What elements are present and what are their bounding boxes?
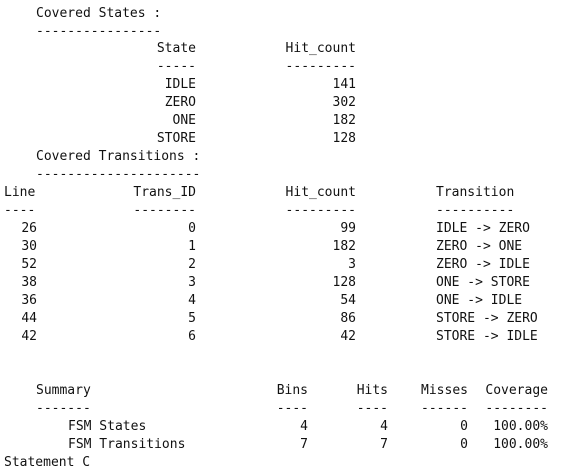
transition-hit-count: 54 (340, 293, 356, 308)
hit-count-column-header: Hit_count (285, 41, 356, 56)
states-heading: Covered States : (36, 6, 162, 21)
hit-count-column-rule: --------- (285, 203, 356, 218)
transition-name: STORE -> IDLE (436, 329, 538, 344)
state-name: ONE (172, 113, 196, 128)
transition-column-rule: ---------- (436, 203, 515, 218)
summary-coverage: 100.00% (493, 437, 548, 452)
transition-name: IDLE -> ZERO (436, 221, 530, 236)
cut-off-next-line: Statement C (4, 455, 91, 470)
line-column-header: Line (4, 185, 36, 200)
state-hit-count: 302 (332, 95, 356, 110)
hits-column-header: Hits (356, 383, 388, 398)
transitions-heading-underline: --------------------- (36, 167, 201, 182)
transition-id: 5 (188, 311, 196, 326)
misses-column-rule: ------ (421, 401, 468, 416)
transition-line: 52 (21, 257, 37, 272)
state-column-header: State (156, 41, 196, 56)
hits-column-rule: ---- (356, 401, 388, 416)
bins-column-header: Bins (276, 383, 308, 398)
transition-line: 38 (21, 275, 37, 290)
hit-count-column-header: Hit_count (285, 185, 356, 200)
states-heading-underline: ---------------- (36, 24, 162, 39)
state-name: IDLE (164, 77, 196, 92)
transition-name: ZERO -> IDLE (436, 257, 530, 272)
summary-hits: 7 (380, 437, 388, 452)
transition-id: 1 (188, 239, 196, 254)
bins-column-rule: ---- (276, 401, 308, 416)
transition-column-header: Transition (436, 185, 515, 200)
transition-line: 30 (21, 239, 37, 254)
transition-line: 44 (21, 311, 37, 326)
transition-name: ZERO -> ONE (436, 239, 523, 254)
transition-hit-count: 42 (340, 329, 356, 344)
state-name: ZERO (164, 95, 196, 110)
coverage-column-header: Coverage (485, 383, 548, 398)
transition-hit-count: 182 (332, 239, 356, 254)
transition-id: 4 (188, 293, 196, 308)
state-hit-count: 182 (332, 113, 356, 128)
summary-coverage: 100.00% (493, 419, 548, 434)
line-column-rule: ---- (4, 203, 36, 218)
transition-line: 26 (21, 221, 37, 236)
summary-bins: 4 (300, 419, 308, 434)
coverage-column-rule: -------- (485, 401, 548, 416)
summary-column-rule: ------- (36, 401, 91, 416)
trans-id-column-rule: -------- (133, 203, 196, 218)
misses-column-header: Misses (421, 383, 468, 398)
transition-id: 3 (188, 275, 196, 290)
coverage-report-console: { "states_section": { "heading": "Covere… (4, 6, 548, 470)
summary-bins: 7 (300, 437, 308, 452)
state-column-rule: ----- (156, 59, 196, 74)
transition-name: ONE -> STORE (436, 275, 530, 290)
summary-misses: 0 (460, 437, 468, 452)
transition-name: ONE -> IDLE (436, 293, 523, 308)
trans-id-column-header: Trans_ID (133, 185, 196, 200)
summary-item-name: FSM Transitions (68, 437, 186, 452)
transition-hit-count: 3 (348, 257, 356, 272)
state-hit-count: 128 (332, 131, 356, 146)
summary-hits: 4 (380, 419, 388, 434)
transition-line: 36 (21, 293, 37, 308)
transition-hit-count: 86 (340, 311, 356, 326)
summary-column-header: Summary (36, 383, 91, 398)
state-name: STORE (156, 131, 196, 146)
transition-line: 42 (21, 329, 37, 344)
transition-hit-count: 128 (332, 275, 356, 290)
transition-hit-count: 99 (340, 221, 356, 236)
summary-misses: 0 (460, 419, 468, 434)
transition-id: 6 (188, 329, 196, 344)
summary-item-name: FSM States (68, 419, 147, 434)
state-hit-count: 141 (332, 77, 356, 92)
transition-id: 0 (188, 221, 196, 236)
transition-id: 2 (188, 257, 196, 272)
transition-name: STORE -> ZERO (436, 311, 538, 326)
transitions-heading: Covered Transitions : (36, 149, 201, 164)
hit-count-column-rule: --------- (285, 59, 356, 74)
